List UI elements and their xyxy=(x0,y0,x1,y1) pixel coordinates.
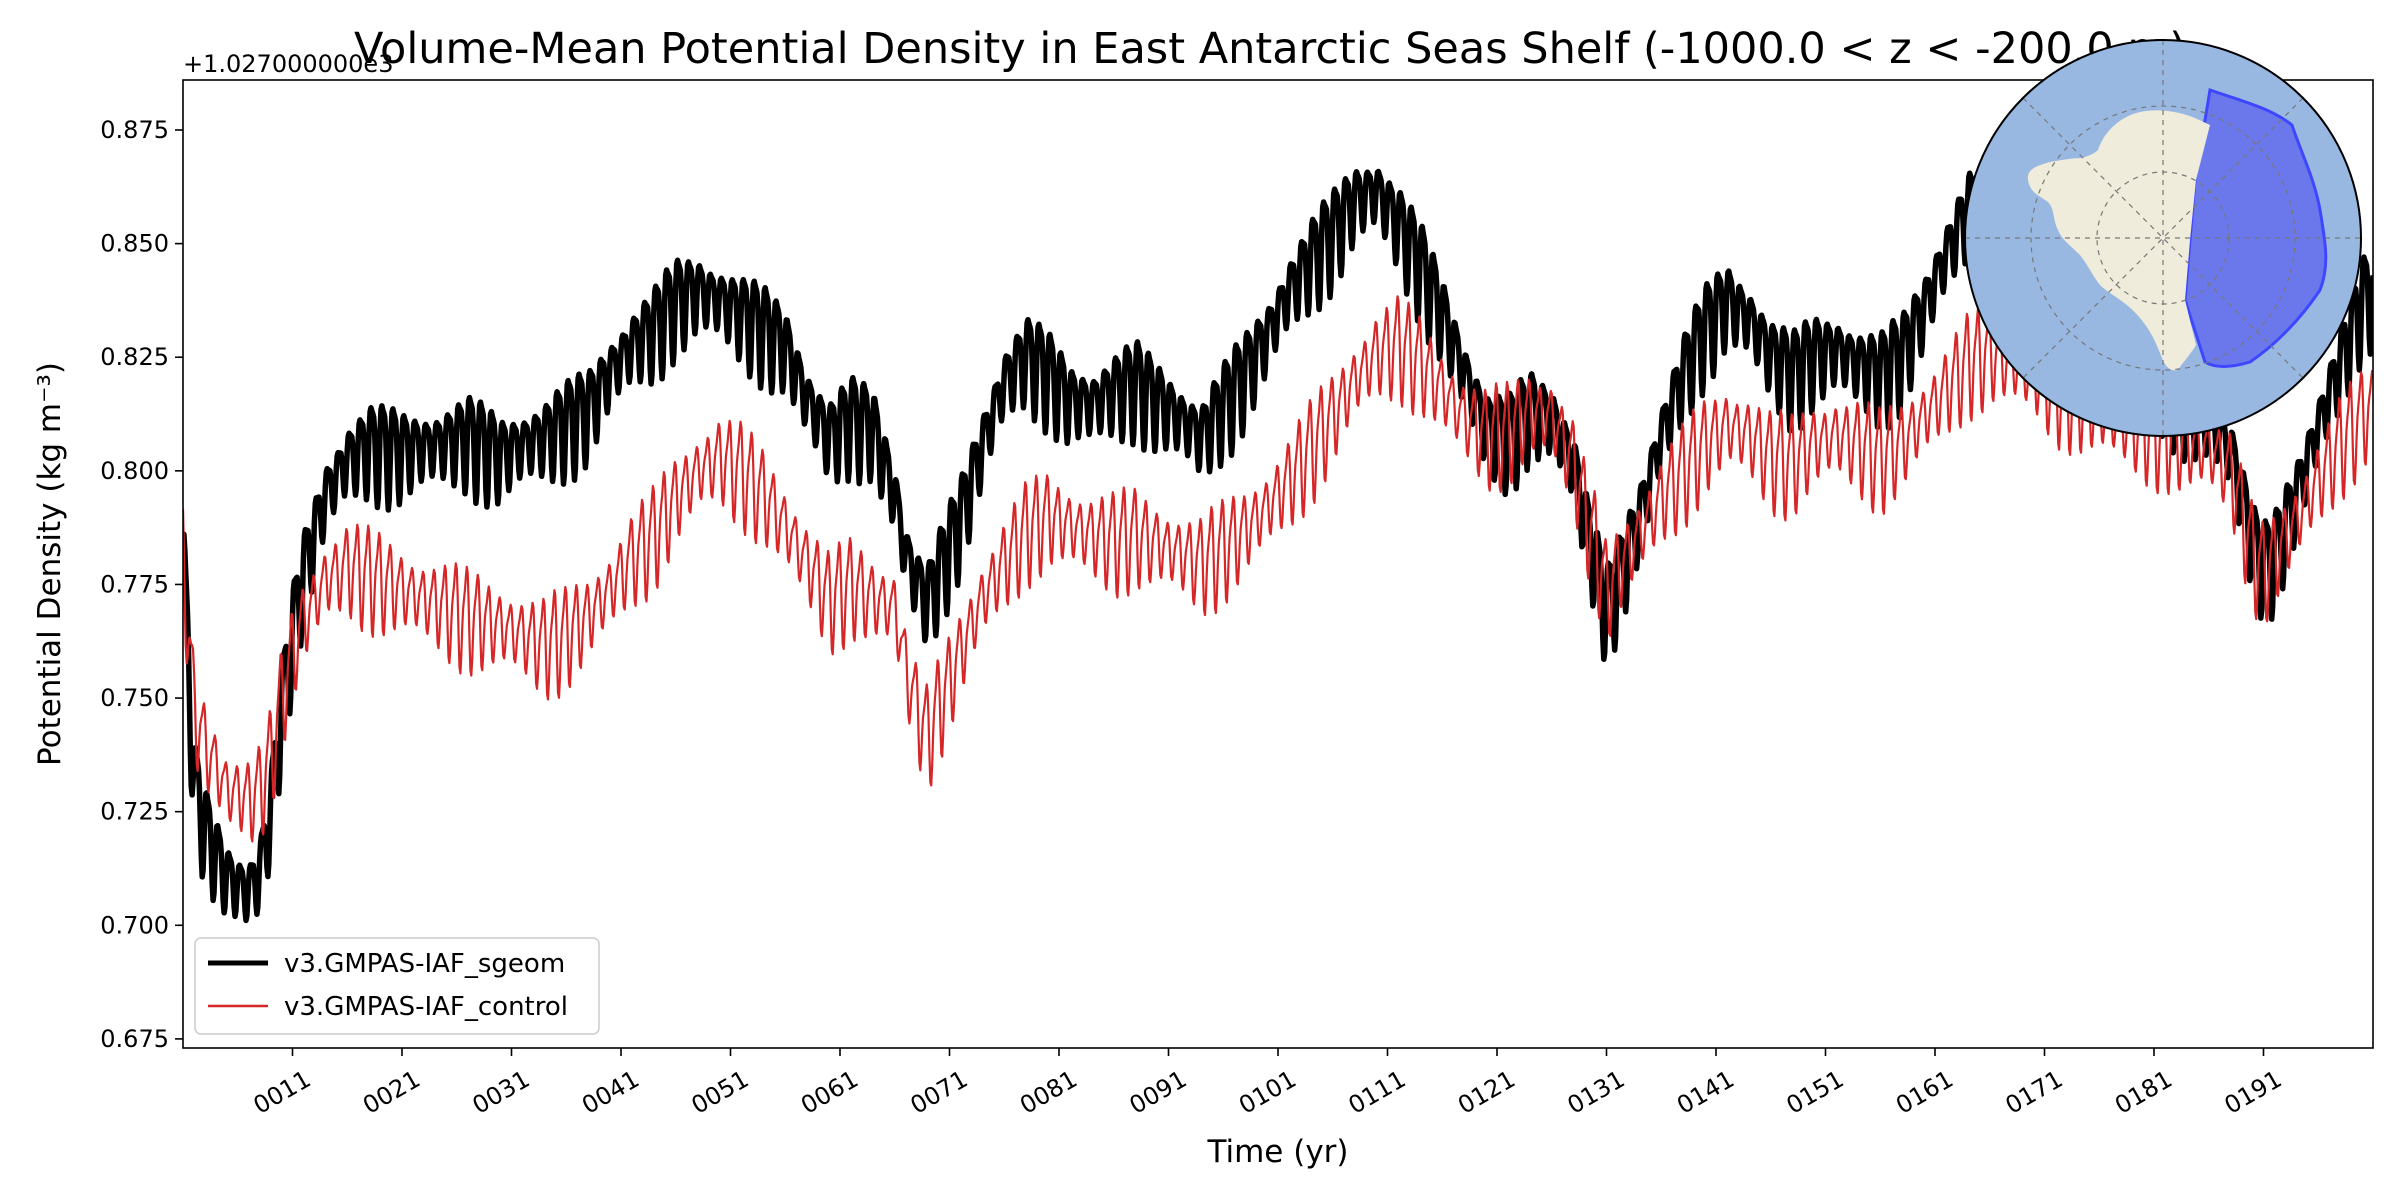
x-tick-label: 0131 xyxy=(1563,1065,1630,1120)
x-tick-label: 0011 xyxy=(249,1065,316,1120)
y-tick-label: 0.725 xyxy=(100,798,169,826)
map-border xyxy=(1964,39,2362,437)
x-tick-label: 0031 xyxy=(468,1065,535,1120)
x-tick-label: 0101 xyxy=(1234,1065,1301,1120)
legend: v3.GMPAS-IAF_sgeom v3.GMPAS-IAF_control xyxy=(194,937,600,1035)
x-axis: 0011 0021 0031 0041 0051 0061 0071 0081 0091 0101… xyxy=(249,1048,2287,1120)
legend-label-control: v3.GMPAS-IAF_control xyxy=(284,992,568,1022)
x-tick-label: 0151 xyxy=(1782,1065,1849,1120)
x-tick-label: 0021 xyxy=(358,1065,425,1120)
y-tick-label: 0.825 xyxy=(100,343,169,371)
x-tick-label: 0121 xyxy=(1453,1065,1520,1120)
y-tick-label: 0.750 xyxy=(100,684,169,712)
x-tick-label: 0171 xyxy=(2001,1065,2068,1120)
map-antarctica-land xyxy=(2027,110,2210,371)
chart-title: Volume-Mean Potential Density in East An… xyxy=(354,24,2186,74)
y-axis-title: Potential Density (kg m⁻³) xyxy=(32,362,68,766)
y-tick-label: 0.700 xyxy=(100,911,169,939)
inset-map xyxy=(1964,39,2362,437)
y-tick-label: 0.775 xyxy=(100,570,169,598)
x-tick-label: 0141 xyxy=(1672,1065,1739,1120)
x-tick-label: 0081 xyxy=(1015,1065,1082,1120)
y-tick-label: 0.675 xyxy=(100,1025,169,1053)
x-tick-label: 0071 xyxy=(906,1065,973,1120)
x-tick-label: 0041 xyxy=(577,1065,644,1120)
x-tick-label: 0181 xyxy=(2110,1065,2177,1120)
y-tick-label: 0.875 xyxy=(100,116,169,144)
y-axis: 0.675 0.700 0.725 0.750 0.775 0.800 0.825 0.850… xyxy=(100,116,183,1053)
y-tick-label: 0.800 xyxy=(100,457,169,485)
y-offset-label: +1.027000000e3 xyxy=(183,50,393,78)
x-axis-title: Time (yr) xyxy=(1207,1134,1349,1170)
map-region-east-antarctic-shelf xyxy=(2183,88,2328,368)
legend-box xyxy=(194,937,600,1035)
x-tick-label: 0061 xyxy=(796,1065,863,1120)
x-tick-label: 0051 xyxy=(687,1065,754,1120)
x-tick-label: 0111 xyxy=(1344,1065,1411,1120)
x-tick-label: 0191 xyxy=(2220,1065,2287,1120)
y-tick-label: 0.850 xyxy=(100,230,169,258)
x-tick-label: 0091 xyxy=(1125,1065,1192,1120)
legend-label-sgeom: v3.GMPAS-IAF_sgeom xyxy=(284,949,565,979)
x-tick-label: 0161 xyxy=(1891,1065,1958,1120)
